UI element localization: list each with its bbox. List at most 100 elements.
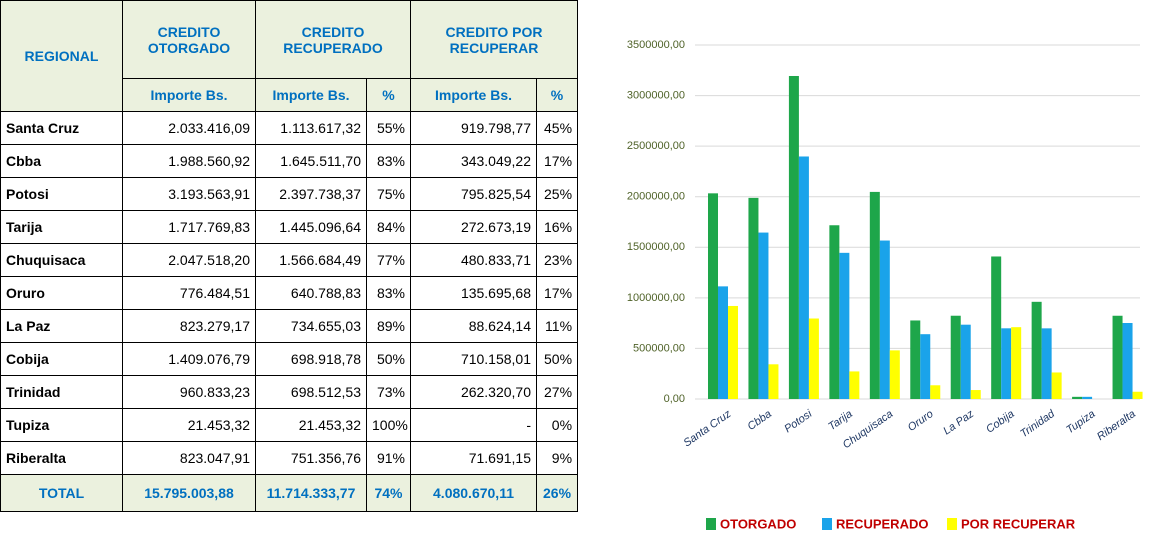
cell: 2.397.738,37 <box>255 177 367 211</box>
table-row: Tupiza 21.453,32 21.453,32 100% -0% <box>0 408 579 442</box>
cell: TOTAL <box>0 474 123 512</box>
cell: 1.445.096,64 <box>255 210 367 244</box>
cell: 91% <box>365 441 412 475</box>
cell: 1.566.684,49 <box>255 243 367 277</box>
bar <box>839 252 850 399</box>
bar <box>1112 315 1123 399</box>
cell: 45% <box>536 111 579 145</box>
cell: 27% <box>536 375 579 409</box>
cell: Riberalta <box>0 441 123 475</box>
cell: % <box>365 78 412 112</box>
legend-label: OTORGADO <box>720 516 796 531</box>
x-tick-label: Cbba <box>745 408 773 433</box>
cell: 83% <box>365 276 412 310</box>
table-body: REGIONAL CREDITO OTORGADO CREDITO RECUPERA… <box>0 0 579 512</box>
bar <box>879 240 890 399</box>
table-row: Trinidad 960.833,23 698.512,53 73% 262.320,7… <box>0 375 579 409</box>
cell: 50% <box>536 342 579 376</box>
cell: 83% <box>365 144 412 178</box>
cell: Cbba <box>0 144 123 178</box>
bar <box>849 371 860 399</box>
bar <box>1122 323 1133 399</box>
cell: Importe Bs. <box>255 78 367 112</box>
bar <box>889 350 900 399</box>
bar <box>808 318 819 399</box>
cell: La Paz <box>0 309 123 343</box>
x-tick-label: Potosi <box>782 408 814 436</box>
table-row: Cobija 1.409.076,79 698.918,78 50% 710.158,0… <box>0 342 579 376</box>
cell: 11% <box>536 309 579 343</box>
cell: Santa Cruz <box>0 111 123 145</box>
chart: 0,00 500000,00 1000000,00 1500000,00 2000000… <box>627 39 1143 531</box>
bar <box>1001 328 1012 399</box>
bar <box>748 197 759 399</box>
cell: 17% <box>536 276 579 310</box>
cell: 2.047.518,20 <box>122 243 256 277</box>
bar <box>788 75 799 399</box>
cell: 1.717.769,83 <box>122 210 256 244</box>
legend-label: POR RECUPERAR <box>961 516 1076 531</box>
cell: 11.714.333,77 <box>255 474 367 512</box>
x-tick-label: Oruro <box>906 408 936 434</box>
bar <box>798 156 809 399</box>
legend-label: RECUPERADO <box>836 516 928 531</box>
cell: 26% <box>536 474 579 512</box>
bar <box>960 324 971 399</box>
y-tick-label: 3000000,00 <box>627 89 685 101</box>
table-row: La Paz 823.279,17 734.655,03 89% 88.624,14 11… <box>0 309 579 343</box>
cell: 919.798,77 <box>410 111 538 145</box>
cell: 21.453,32 <box>122 408 256 442</box>
cell: 4.080.670,11 <box>410 474 538 512</box>
bar <box>1082 396 1093 399</box>
bar <box>718 286 728 399</box>
table-row: Cbba 1.988.560,92 1.645.511,70 83% 343.049,2… <box>0 144 579 178</box>
cell: 776.484,51 <box>122 276 256 310</box>
y-tick-label: 500000,00 <box>633 342 685 354</box>
cell: Cobija <box>0 342 123 376</box>
cell: 2.033.416,09 <box>122 111 256 145</box>
y-tick-label: 1500000,00 <box>627 241 685 253</box>
cell: Tupiza <box>0 408 123 442</box>
cell: 823.047,91 <box>122 441 256 475</box>
cell: 0% <box>536 408 579 442</box>
cell: 751.356,76 <box>255 441 367 475</box>
cell: - <box>410 408 538 442</box>
legend-swatch <box>947 518 957 530</box>
cell: 75% <box>365 177 412 211</box>
cell: 9% <box>536 441 579 475</box>
cell: 17% <box>536 144 579 178</box>
cell: 89% <box>365 309 412 343</box>
bar <box>1031 301 1042 399</box>
y-tick-label: 2000000,00 <box>627 191 685 203</box>
cell: 343.049,22 <box>410 144 538 178</box>
cell: 698.918,78 <box>255 342 367 376</box>
bar <box>1072 396 1083 399</box>
cell: Importe Bs. <box>122 78 256 112</box>
table-row: Tarija 1.717.769,83 1.445.096,64 84% 272.673… <box>0 210 579 244</box>
y-tick-label: 2500000,00 <box>627 140 685 152</box>
legend-swatch <box>706 518 716 530</box>
cell: 710.158,01 <box>410 342 538 376</box>
cell: 55% <box>365 111 412 145</box>
cell: 25% <box>536 177 579 211</box>
y-tick-label: 3500000,00 <box>627 39 685 51</box>
table-row: TOTAL 15.795.003,88 11.714.333,77 74% 4.080.… <box>0 474 579 512</box>
bar <box>829 225 840 399</box>
table-row: Riberalta 823.047,91 751.356,76 91% 71.691,1… <box>0 441 579 475</box>
bar <box>1051 372 1062 399</box>
cell: 3.193.563,91 <box>122 177 256 211</box>
cell: Tarija <box>0 210 123 244</box>
cell: 100% <box>365 408 412 442</box>
x-tick-label: Cobija <box>984 408 1016 436</box>
bar <box>708 193 718 399</box>
cell: 74% <box>365 474 412 512</box>
cell: 50% <box>365 342 412 376</box>
cell: 84% <box>365 210 412 244</box>
y-tick-label: 0,00 <box>664 393 685 405</box>
cell: 73% <box>365 375 412 409</box>
data-table: REGIONAL CREDITO OTORGADO CREDITO RECUPERA… <box>0 0 579 512</box>
cell: 16% <box>536 210 579 244</box>
bar <box>758 232 769 399</box>
cell: Potosi <box>0 177 123 211</box>
cell: 1.988.560,92 <box>122 144 256 178</box>
